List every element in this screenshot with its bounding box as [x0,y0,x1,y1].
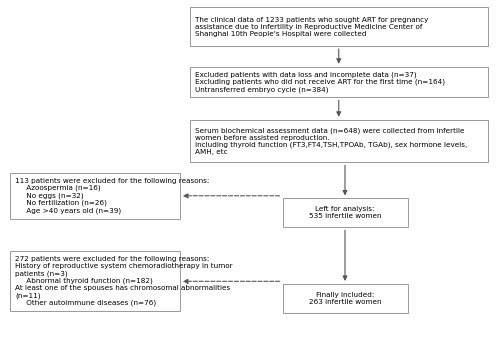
FancyBboxPatch shape [282,198,408,227]
FancyBboxPatch shape [10,251,180,311]
Text: 113 patients were excluded for the following reasons:
     Azoospermia (n=16)
  : 113 patients were excluded for the follo… [15,178,210,214]
Text: Excluded patients with data loss and incomplete data (n=37)
Excluding patients w: Excluded patients with data loss and inc… [195,71,445,93]
FancyBboxPatch shape [190,7,488,46]
Text: Serum biochemical assessment data (n=648) were collected from infertile
women be: Serum biochemical assessment data (n=648… [195,127,467,155]
Text: The clinical data of 1233 patients who sought ART for pregnancy
assistance due t: The clinical data of 1233 patients who s… [195,16,428,37]
Text: 272 patients were excluded for the following reasons:
History of reproductive sy: 272 patients were excluded for the follo… [15,256,233,306]
Text: Finally included:
263 infertile women: Finally included: 263 infertile women [309,292,382,305]
FancyBboxPatch shape [190,120,488,162]
FancyBboxPatch shape [190,67,488,97]
Text: Left for analysis:
535 infertile women: Left for analysis: 535 infertile women [309,206,382,220]
FancyBboxPatch shape [10,173,180,219]
FancyBboxPatch shape [282,284,408,313]
